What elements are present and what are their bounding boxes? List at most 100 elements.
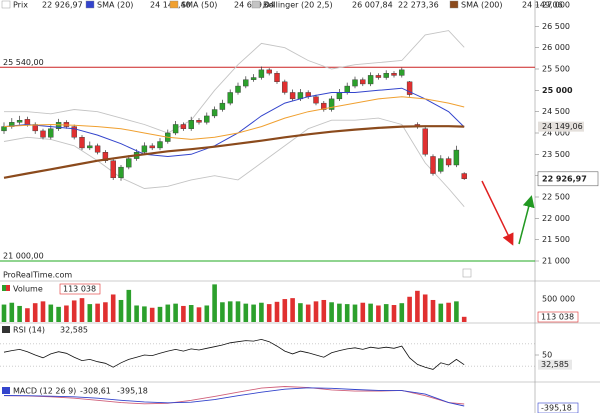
legend-name: MACD (12 26 9) (13, 387, 76, 396)
volume-bar (134, 305, 139, 322)
candle-body (282, 81, 288, 93)
candle-body (430, 156, 436, 174)
y-tick-label: 26 000 (542, 43, 570, 52)
y-tick-label: 25 500 (542, 65, 570, 74)
y-tick-label: 23 500 (542, 150, 570, 159)
candle-body (48, 128, 54, 138)
legend-name: SMA (200) (461, 1, 503, 10)
volume-bar (181, 305, 186, 322)
volume-tag-bg (537, 311, 579, 323)
volume-bar (87, 304, 93, 322)
volume-bar (126, 289, 132, 322)
macd-tag: -395,18 (541, 404, 572, 413)
candle-body (235, 85, 241, 93)
candle-body (422, 128, 428, 155)
volume-bar (461, 316, 467, 322)
candle-body (141, 145, 148, 153)
volume-bar (422, 294, 428, 322)
candle-body (399, 69, 405, 76)
volume-bar (282, 299, 288, 322)
candle-body (16, 119, 23, 123)
macd-tag-bg (537, 402, 579, 413)
y-tick-label: 21 000 (542, 257, 570, 266)
legend-swatch (1, 0, 11, 9)
y-tick-label: 22 500 (542, 193, 570, 202)
volume-bar (259, 302, 264, 322)
volume-bar (220, 302, 225, 322)
info-icon[interactable] (462, 268, 472, 278)
candle-body (344, 85, 350, 93)
volume-bar (149, 307, 155, 322)
volume-bar (305, 304, 311, 322)
volume-bar (212, 284, 217, 322)
candle-body (391, 73, 397, 76)
y-tick-label: 22 000 (542, 214, 570, 223)
candle-body (180, 124, 187, 129)
candle-body (219, 102, 226, 110)
legend-value: 22 926,97 (42, 1, 83, 10)
legend-swatch (6, 285, 10, 291)
volume-bar (344, 304, 350, 322)
legend-swatch (2, 285, 6, 291)
candle-body (438, 158, 444, 172)
volume-bar (32, 303, 38, 322)
arrow-down (481, 180, 514, 246)
volume-bar (313, 301, 319, 322)
volume-bar (227, 301, 233, 322)
volume-bar (446, 302, 451, 322)
candle-body (204, 115, 210, 123)
volume-bar (48, 304, 54, 322)
volume-bar (454, 301, 459, 322)
y-tick-label: 27 000 (542, 1, 570, 10)
candle-body (87, 145, 93, 149)
legend-name: Bollinger (20 2,5) (263, 1, 333, 10)
volume-bar (25, 308, 30, 322)
candle-body (461, 173, 467, 179)
legend-name: Volume (13, 285, 43, 294)
legend-value: 26 007,84 (352, 1, 393, 10)
legend-value: -308,61 (80, 387, 111, 396)
price-tag-bg (538, 121, 584, 132)
volume-bar (95, 303, 100, 322)
volume-tag: 113 038 (541, 313, 574, 322)
legend-name: SMA (50) (181, 1, 217, 10)
candle-body (321, 102, 327, 110)
candle-body (258, 69, 265, 78)
legend-swatch (251, 0, 261, 9)
volume-bar (188, 305, 194, 322)
volume-bar (71, 300, 77, 322)
volume-bar (430, 299, 436, 322)
candle-body (274, 73, 280, 83)
volume-bar (360, 302, 366, 322)
volume-bar (64, 305, 69, 322)
candle-body (453, 149, 460, 166)
volume-bar (376, 305, 381, 322)
bollinger-lower (3, 117, 465, 207)
candle-body (71, 126, 77, 138)
candle-body (445, 158, 452, 166)
price-tag: 22 926,97 (542, 174, 587, 183)
candle-body (149, 145, 155, 149)
candle-body (375, 75, 382, 78)
candle-body (79, 137, 85, 149)
candle-body (289, 92, 296, 100)
volume-bar (290, 298, 295, 322)
volume-bar (391, 305, 397, 322)
legend-swatch (2, 326, 10, 333)
candle-body (110, 160, 116, 179)
y-tick-label: 21 500 (542, 235, 570, 244)
volume-bar (1, 304, 7, 322)
candle-body (55, 122, 62, 129)
rsi-tag: 32,585 (541, 360, 569, 369)
candle-body (126, 158, 132, 168)
candle-body (313, 96, 319, 104)
volume-bar (118, 299, 124, 322)
candle-body (94, 145, 101, 153)
legend-value: 113 038 (63, 285, 96, 294)
y-tick-label: 25 000 (542, 86, 573, 95)
volume-bar (266, 304, 272, 322)
arrow-up (518, 195, 535, 245)
volume-bar (17, 305, 22, 322)
volume-bar (173, 303, 178, 322)
